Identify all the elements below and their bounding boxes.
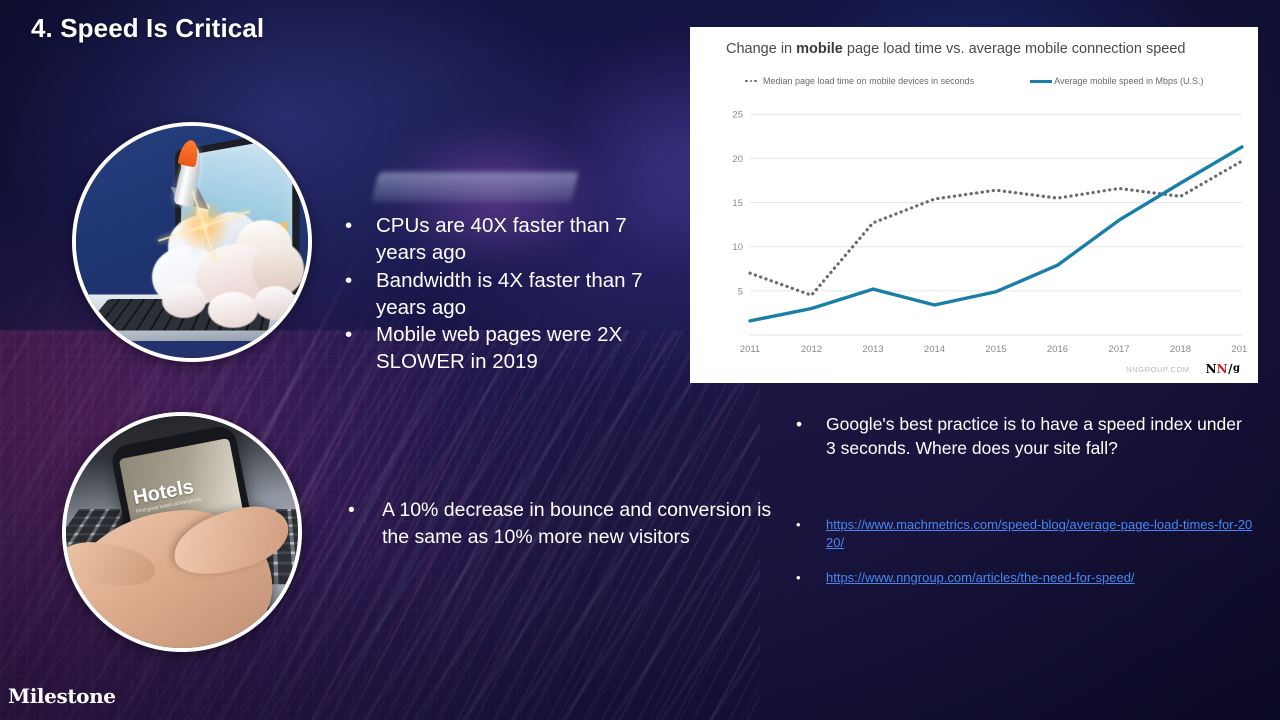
bullet-text: Mobile web pages were 2X SLOWER in 2019 — [376, 321, 650, 376]
chart-title: Change in mobile page load time vs. aver… — [726, 41, 1185, 57]
rocket-laptop-image — [72, 122, 312, 362]
svg-text:2017: 2017 — [1108, 344, 1129, 355]
svg-text:2016: 2016 — [1047, 344, 1068, 355]
slide-canvas: 4. Speed Is Critical — [0, 0, 1280, 720]
bullet-item: • CPUs are 40X faster than 7 years ago — [345, 212, 650, 267]
link-machmetrics[interactable]: https://www.machmetrics.com/speed-blog/a… — [826, 517, 1252, 550]
svg-text:5: 5 — [738, 286, 743, 297]
link-item: • https://www.machmetrics.com/speed-blog… — [796, 516, 1256, 553]
reference-link-list: • https://www.machmetrics.com/speed-blog… — [796, 516, 1256, 603]
svg-text:2018: 2018 — [1170, 344, 1191, 355]
lens-flare — [172, 194, 236, 258]
bullet-marker: • — [796, 412, 826, 436]
bullet-list-bounce: • A 10% decrease in bounce and conversio… — [348, 497, 803, 550]
svg-text:15: 15 — [732, 198, 743, 209]
smoke-cloud — [162, 284, 206, 318]
bullet-list-main: • CPUs are 40X faster than 7 years ago •… — [345, 212, 650, 376]
svg-text:2014: 2014 — [924, 344, 945, 355]
slide-title: 4. Speed Is Critical — [31, 13, 264, 44]
link-nngroup[interactable]: https://www.nngroup.com/articles/the-nee… — [826, 570, 1135, 585]
bullet-text: A 10% decrease in bounce and conversion … — [382, 497, 803, 550]
bullet-text: Google's best practice is to have a spee… — [826, 412, 1251, 460]
nng-logo: N N / g — [1206, 363, 1240, 375]
phone-hotel-app-image: Hotels Find great hotels at low prices D… — [62, 412, 302, 652]
bullet-marker: • — [348, 497, 382, 524]
bullet-marker: • — [345, 267, 376, 294]
svg-text:2013: 2013 — [862, 344, 883, 355]
chart-panel: Change in mobile page load time vs. aver… — [690, 27, 1258, 383]
link-text-wrapper: https://www.machmetrics.com/speed-blog/a… — [826, 516, 1256, 553]
chart-title-prefix: Change in — [726, 41, 796, 57]
dotted-line-swatch-icon — [745, 77, 763, 86]
svg-text:25: 25 — [732, 110, 743, 121]
svg-text:10: 10 — [732, 242, 743, 253]
chart-plot-area: 5 10 15 20 25 2011 2012 2013 2014 2015 2016 2017 201… — [718, 95, 1248, 373]
bullet-list-google: • Google's best practice is to have a sp… — [796, 412, 1251, 460]
rocket-scene — [76, 126, 308, 358]
legend-label: Median page load time on mobile devices … — [763, 76, 974, 86]
bullet-item: • Bandwidth is 4X faster than 7 years ag… — [345, 267, 650, 322]
chart-svg: 5 10 15 20 25 2011 2012 2013 2014 2015 2016 2017 201… — [718, 95, 1248, 373]
bullet-item: • A 10% decrease in bounce and conversio… — [348, 497, 803, 550]
bullet-item: • Mobile web pages were 2X SLOWER in 201… — [345, 321, 650, 376]
bullet-marker: • — [345, 212, 376, 239]
svg-text:2019: 2019 — [1231, 344, 1248, 355]
smoke-cloud — [208, 292, 258, 328]
legend-label: Average mobile speed in Mbps (U.S.) — [1054, 76, 1203, 86]
nng-logo-g: g — [1233, 364, 1240, 374]
svg-text:2011: 2011 — [740, 344, 760, 355]
chart-legend: Median page load time on mobile devices … — [745, 76, 1204, 86]
svg-text:2015: 2015 — [985, 344, 1006, 355]
bullet-text: CPUs are 40X faster than 7 years ago — [376, 212, 650, 267]
legend-item-median-load-time: Median page load time on mobile devices … — [745, 76, 974, 86]
bullet-marker: • — [796, 569, 826, 587]
legend-item-mobile-speed: Average mobile speed in Mbps (U.S.) — [1030, 76, 1203, 86]
chart-title-bold: mobile — [796, 41, 843, 57]
svg-text:20: 20 — [732, 154, 743, 165]
nng-logo-n2: N — [1217, 363, 1228, 375]
phone-scene: Hotels Find great hotels at low prices D… — [66, 416, 298, 648]
link-item: • https://www.nngroup.com/articles/the-n… — [796, 569, 1256, 587]
bullet-marker: • — [345, 321, 376, 348]
chart-source-url: NNGROUP.COM — [1126, 365, 1190, 374]
link-text-wrapper: https://www.nngroup.com/articles/the-nee… — [826, 569, 1256, 587]
nng-logo-n1: N — [1206, 363, 1217, 375]
milestone-logo: Milestone — [8, 684, 116, 708]
bullet-marker: • — [796, 516, 826, 534]
bullet-text: Bandwidth is 4X faster than 7 years ago — [376, 267, 650, 322]
chart-footer: NNGROUP.COM N N / g — [1126, 363, 1240, 375]
nng-logo-slash: / — [1228, 363, 1232, 375]
bullet-item: • Google's best practice is to have a sp… — [796, 412, 1251, 460]
svg-text:2012: 2012 — [801, 344, 822, 355]
solid-line-swatch-icon — [1030, 80, 1052, 83]
chart-title-suffix: page load time vs. average mobile connec… — [843, 41, 1186, 57]
smoke-cloud — [254, 286, 296, 320]
